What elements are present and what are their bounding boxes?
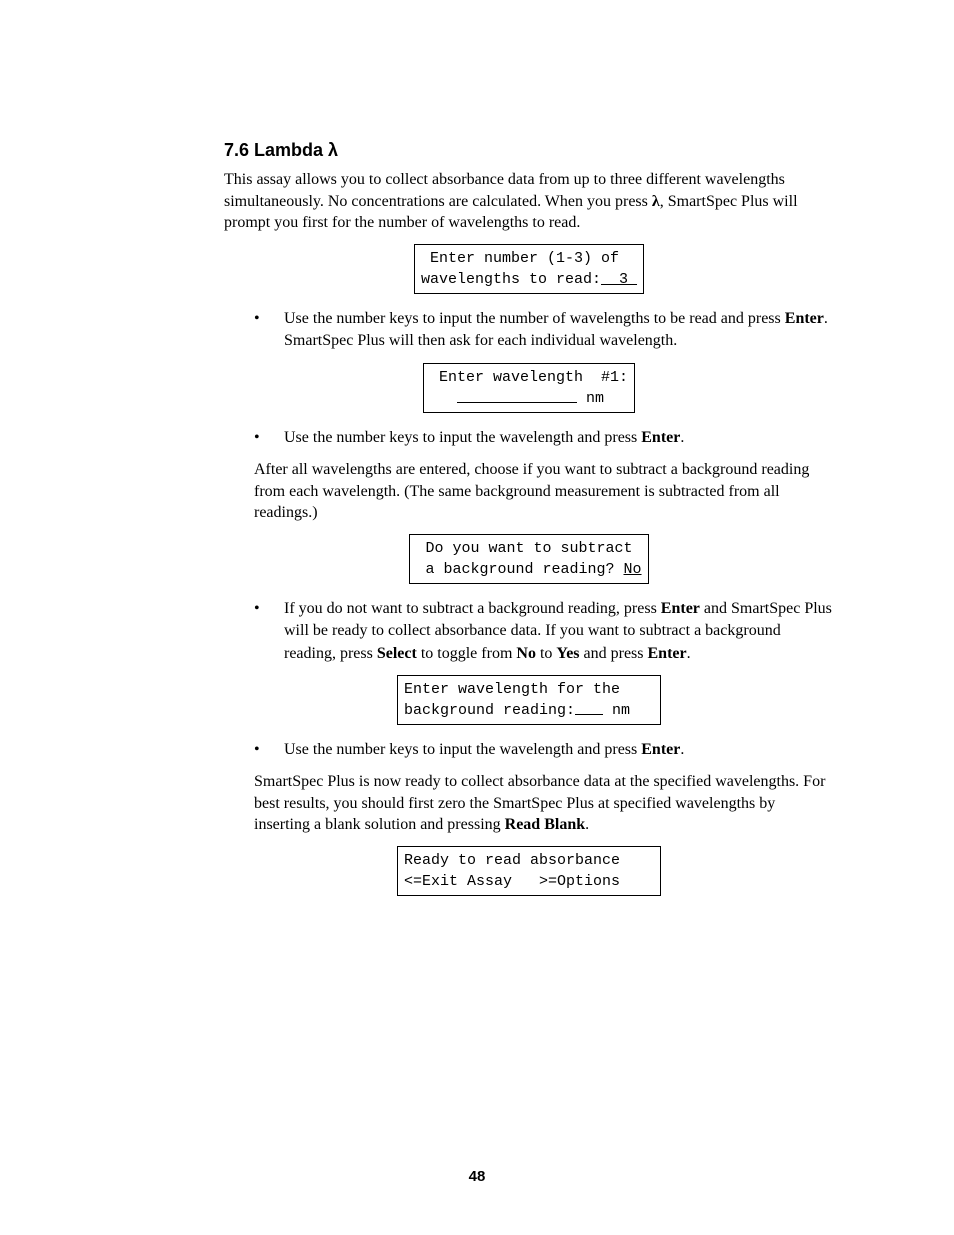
lcd4-unit: nm bbox=[603, 702, 630, 719]
bullet-3-text: If you do not want to subtract a backgro… bbox=[284, 598, 834, 665]
lcd-screen-2: Enter wavelength #1: nm bbox=[423, 363, 635, 413]
lcd1-input-value: 3 bbox=[601, 271, 637, 288]
lcd-screen-1: Enter number (1-3) of wavelengths to rea… bbox=[414, 244, 644, 294]
b3-k: . bbox=[687, 645, 691, 662]
bullet-1-text: Use the number keys to input the number … bbox=[284, 308, 834, 353]
bullet-dot-icon: • bbox=[254, 598, 284, 665]
bullet-4: • Use the number keys to input the wavel… bbox=[224, 739, 834, 761]
paragraph-background: After all wavelengths are entered, choos… bbox=[224, 459, 834, 524]
lcd1-line2-label: wavelengths to read: bbox=[421, 271, 601, 288]
enter-key-label: Enter bbox=[661, 600, 700, 617]
enter-key-label: Enter bbox=[641, 429, 680, 446]
lcd4-input-blank bbox=[575, 714, 603, 715]
lcd2-input-blank bbox=[457, 402, 577, 403]
page-number: 48 bbox=[0, 1168, 954, 1185]
b4-a: Use the number keys to input the wavelen… bbox=[284, 741, 641, 758]
b3-e: to toggle from bbox=[417, 645, 517, 662]
lcd1-line1: Enter number (1-3) of bbox=[421, 250, 619, 267]
enter-key-label: Enter bbox=[648, 645, 687, 662]
bullet-2-text: Use the number keys to input the wavelen… bbox=[284, 427, 834, 449]
bullet-3: • If you do not want to subtract a backg… bbox=[224, 598, 834, 665]
lcd3-line2-label: a background reading? bbox=[416, 561, 623, 578]
b4-c: . bbox=[680, 741, 684, 758]
b3-g: to bbox=[536, 645, 556, 662]
b1-a: Use the number keys to input the number … bbox=[284, 310, 785, 327]
lambda-key-label: λ bbox=[652, 193, 660, 210]
select-key-label: Select bbox=[377, 645, 417, 662]
lcd2-line1: Enter wavelength #1: bbox=[430, 369, 628, 386]
yes-label: Yes bbox=[556, 645, 579, 662]
lcd4-line1: Enter wavelength for the bbox=[404, 681, 620, 698]
bullet-4-text: Use the number keys to input the wavelen… bbox=[284, 739, 834, 761]
enter-key-label: Enter bbox=[785, 310, 824, 327]
lcd2-unit: nm bbox=[577, 390, 613, 407]
bullet-2: • Use the number keys to input the wavel… bbox=[224, 427, 834, 449]
lcd-screen-3: Do you want to subtract a background rea… bbox=[409, 534, 648, 584]
lcd5-line1: Ready to read absorbance bbox=[404, 852, 620, 869]
bullet-dot-icon: • bbox=[254, 308, 284, 353]
lcd3-line1: Do you want to subtract bbox=[416, 540, 632, 557]
lcd-screen-5: Ready to read absorbance <=Exit Assay >=… bbox=[397, 846, 661, 896]
enter-key-label: Enter bbox=[641, 741, 680, 758]
section-heading: 7.6 Lambda λ bbox=[224, 140, 834, 161]
lcd-screen-4: Enter wavelength for the background read… bbox=[397, 675, 661, 725]
b3-i: and press bbox=[580, 645, 648, 662]
manual-page: 7.6 Lambda λ This assay allows you to co… bbox=[0, 0, 954, 1235]
bullet-1: • Use the number keys to input the numbe… bbox=[224, 308, 834, 353]
intro-paragraph: This assay allows you to collect absorba… bbox=[224, 169, 834, 234]
b2-a: Use the number keys to input the wavelen… bbox=[284, 429, 641, 446]
b3-a: If you do not want to subtract a backgro… bbox=[284, 600, 661, 617]
p3-c: . bbox=[585, 816, 589, 833]
no-label: No bbox=[516, 645, 536, 662]
paragraph-ready: SmartSpec Plus is now ready to collect a… bbox=[224, 771, 834, 836]
bullet-dot-icon: • bbox=[254, 739, 284, 761]
lcd5-line2: <=Exit Assay >=Options bbox=[404, 873, 620, 890]
lcd3-input-value: No bbox=[624, 561, 642, 578]
read-blank-label: Read Blank bbox=[505, 816, 585, 833]
bullet-dot-icon: • bbox=[254, 427, 284, 449]
lcd4-line2-label: background reading: bbox=[404, 702, 575, 719]
b2-c: . bbox=[680, 429, 684, 446]
